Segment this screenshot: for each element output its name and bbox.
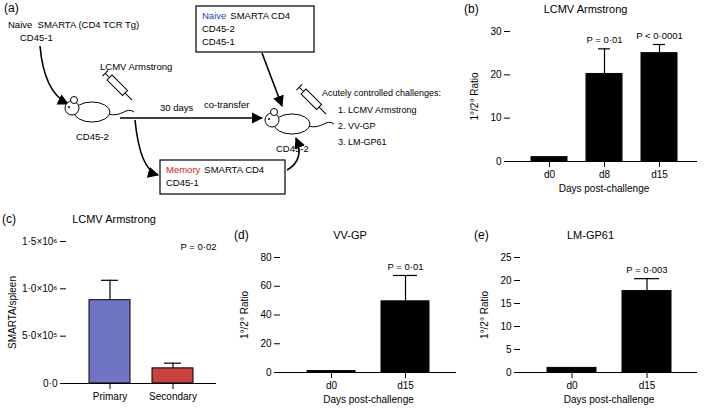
svg-text:0: 0 — [506, 367, 512, 378]
svg-text:Days post-challenge: Days post-challenge — [559, 183, 650, 194]
svg-text:CD45-2: CD45-2 — [76, 131, 109, 142]
svg-text:MemorySMARTA CD4: MemorySMARTA CD4 — [166, 164, 264, 175]
html-text:LCMV Armstrong: LCMV Armstrong — [543, 3, 628, 15]
html-text:LCMV Armstrong: LCMV Armstrong — [72, 213, 156, 225]
svg-text:CD45-1: CD45-1 — [202, 36, 235, 47]
html-text:VV-GP: VV-GP — [333, 229, 367, 241]
svg-text:20: 20 — [500, 275, 512, 286]
svg-text:25: 25 — [500, 252, 512, 263]
svg-text:d0: d0 — [326, 380, 338, 391]
svg-text:CD45-1: CD45-1 — [166, 177, 199, 188]
svg-text:1°/2° Ratio: 1°/2° Ratio — [469, 72, 480, 120]
html-text:(c): (c) — [2, 212, 16, 226]
svg-text:NaiveSMARTA CD4: NaiveSMARTA CD4 — [202, 10, 290, 21]
svg-text:Primary: Primary — [93, 391, 127, 402]
svg-text:10: 10 — [500, 321, 512, 332]
svg-text:co-transfer: co-transfer — [204, 99, 249, 110]
svg-text:d0: d0 — [544, 169, 556, 180]
svg-text:P = 0·003: P = 0·003 — [626, 264, 667, 275]
svg-text:LCMV Armstrong: LCMV Armstrong — [100, 61, 172, 72]
svg-text:P = 0·01: P = 0·01 — [586, 34, 622, 45]
svg-text:CD45-2: CD45-2 — [202, 23, 235, 34]
svg-text:0: 0 — [496, 156, 502, 167]
svg-text:15: 15 — [500, 298, 512, 309]
svg-text:40: 40 — [260, 309, 272, 320]
svg-text:CD45-2: CD45-2 — [276, 143, 309, 154]
svg-text:30: 30 — [490, 26, 502, 37]
svg-text:2. VV-GP: 2. VV-GP — [338, 121, 376, 131]
svg-text:1°/2° Ratio: 1°/2° Ratio — [239, 291, 250, 339]
svg-text:Naive SMARTA (CD4 TCR Tg): Naive SMARTA (CD4 TCR Tg) — [8, 19, 139, 30]
html-text:LM-GP61: LM-GP61 — [567, 229, 614, 241]
svg-text:Secondary: Secondary — [149, 391, 197, 402]
svg-text:60: 60 — [260, 280, 272, 291]
svg-text:SMARTA/spleen: SMARTA/spleen — [7, 276, 18, 349]
svg-text:P = 0·01: P = 0·01 — [387, 261, 423, 272]
svg-text:d8: d8 — [599, 169, 611, 180]
svg-text:d15: d15 — [397, 380, 414, 391]
svg-text:CD45-1: CD45-1 — [20, 32, 53, 43]
svg-text:1. LCMV Armstrong: 1. LCMV Armstrong — [338, 105, 417, 115]
svg-text:Days post-challenge: Days post-challenge — [564, 394, 655, 405]
svg-text:10: 10 — [490, 112, 502, 123]
svg-text:30 days: 30 days — [160, 102, 194, 113]
svg-text:P = 0·02: P = 0·02 — [180, 241, 216, 252]
svg-text:5·0×10⁵: 5·0×10⁵ — [22, 330, 58, 341]
svg-text:5: 5 — [506, 344, 512, 355]
svg-text:0: 0 — [266, 367, 272, 378]
svg-text:0·0: 0·0 — [43, 378, 58, 389]
svg-text:1·0×10⁶: 1·0×10⁶ — [22, 283, 58, 294]
svg-text:3. LM-GP61: 3. LM-GP61 — [338, 137, 387, 147]
svg-text:Acutely controlled challenges:: Acutely controlled challenges: — [322, 88, 441, 98]
svg-text:d0: d0 — [566, 380, 578, 391]
svg-text:80: 80 — [260, 252, 272, 263]
svg-text:d15: d15 — [639, 380, 656, 391]
html-text:(e): (e) — [474, 228, 489, 242]
html-text:(d): (d) — [234, 228, 249, 242]
svg-text:20: 20 — [260, 338, 272, 349]
svg-text:d15: d15 — [651, 169, 668, 180]
svg-text:1·5×10⁶: 1·5×10⁶ — [22, 236, 58, 247]
html-text:(b): (b) — [464, 2, 479, 16]
svg-text:(a): (a) — [4, 1, 19, 15]
svg-text:Days post-challenge: Days post-challenge — [323, 394, 414, 405]
svg-text:P < 0·0001: P < 0·0001 — [636, 30, 683, 41]
svg-text:20: 20 — [490, 69, 502, 80]
svg-text:1°/2° Ratio: 1°/2° Ratio — [479, 291, 490, 339]
